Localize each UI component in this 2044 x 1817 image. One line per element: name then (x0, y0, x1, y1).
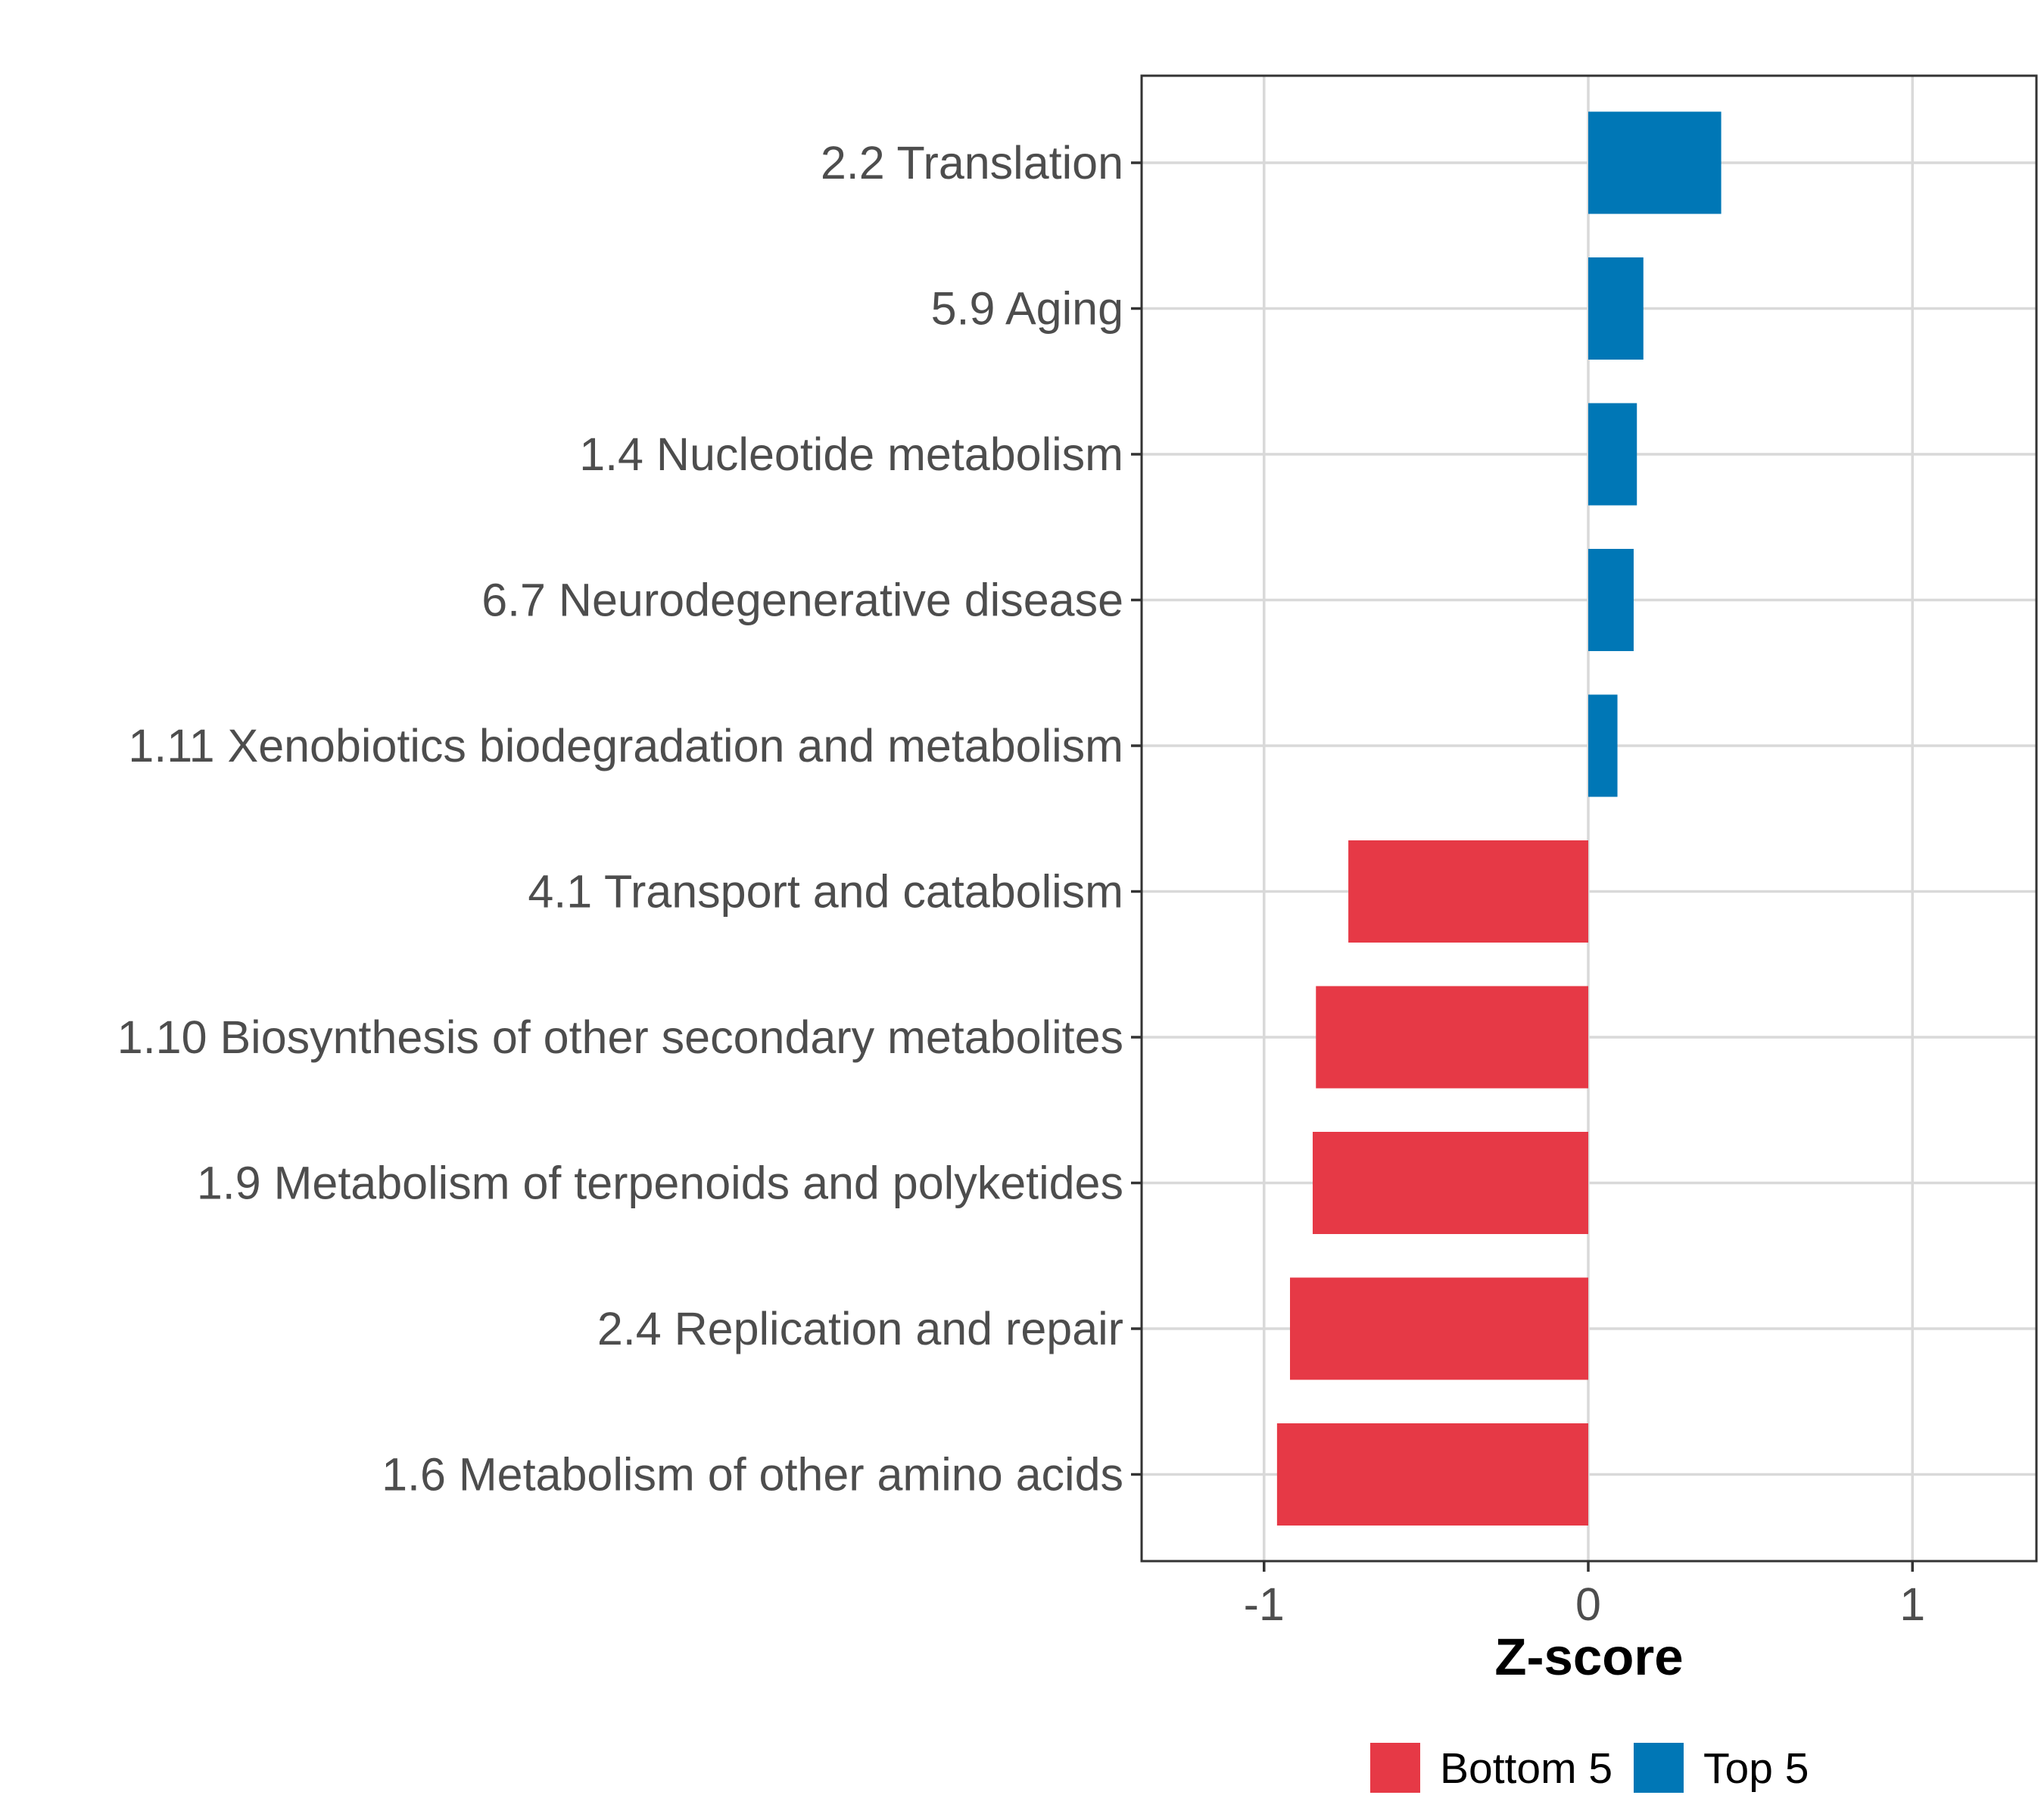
legend-label: Top 5 (1703, 1744, 1809, 1793)
category-label: 5.9 Aging (931, 283, 1123, 335)
x-tick-label: -1 (1244, 1579, 1285, 1630)
category-label: 6.7 Neurodegenerative disease (481, 575, 1123, 626)
bar (1348, 840, 1588, 943)
bar (1588, 694, 1618, 797)
bar (1588, 549, 1634, 651)
legend-key (1370, 1743, 1420, 1793)
bar (1588, 111, 1722, 214)
bar (1588, 257, 1644, 360)
x-axis-title: Z-score (1494, 1628, 1683, 1686)
x-axis: -1 0 1 (1244, 1561, 1925, 1630)
legend: Bottom 5 Top 5 (1370, 1743, 1809, 1793)
bar (1588, 403, 1637, 506)
category-label: 1.9 Metabolism of terpenoids and polyket… (197, 1158, 1123, 1209)
legend-key (1634, 1743, 1684, 1793)
category-label: 1.10 Biosynthesis of other secondary met… (117, 1011, 1123, 1063)
bar (1316, 986, 1588, 1089)
category-label: 1.11 Xenobiotics biodegradation and meta… (128, 720, 1123, 771)
category-label: 1.4 Nucleotide metabolism (579, 429, 1123, 480)
bars-layer (1276, 111, 1722, 1526)
y-axis: 2.2 Translation 5.9 Aging 1.4 Nucleotide m… (117, 137, 1142, 1501)
category-label: 2.4 Replication and repair (597, 1303, 1123, 1354)
x-tick-label: 0 (1575, 1579, 1601, 1630)
category-label: 2.2 Translation (821, 137, 1123, 189)
bar (1276, 1423, 1588, 1526)
bar (1290, 1277, 1588, 1380)
legend-label: Bottom 5 (1440, 1744, 1612, 1793)
category-label: 1.6 Metabolism of other amino acids (382, 1449, 1123, 1501)
bar (1312, 1132, 1588, 1234)
category-label: 4.1 Transport and catabolism (528, 866, 1123, 918)
x-tick-label: 1 (1899, 1579, 1925, 1630)
